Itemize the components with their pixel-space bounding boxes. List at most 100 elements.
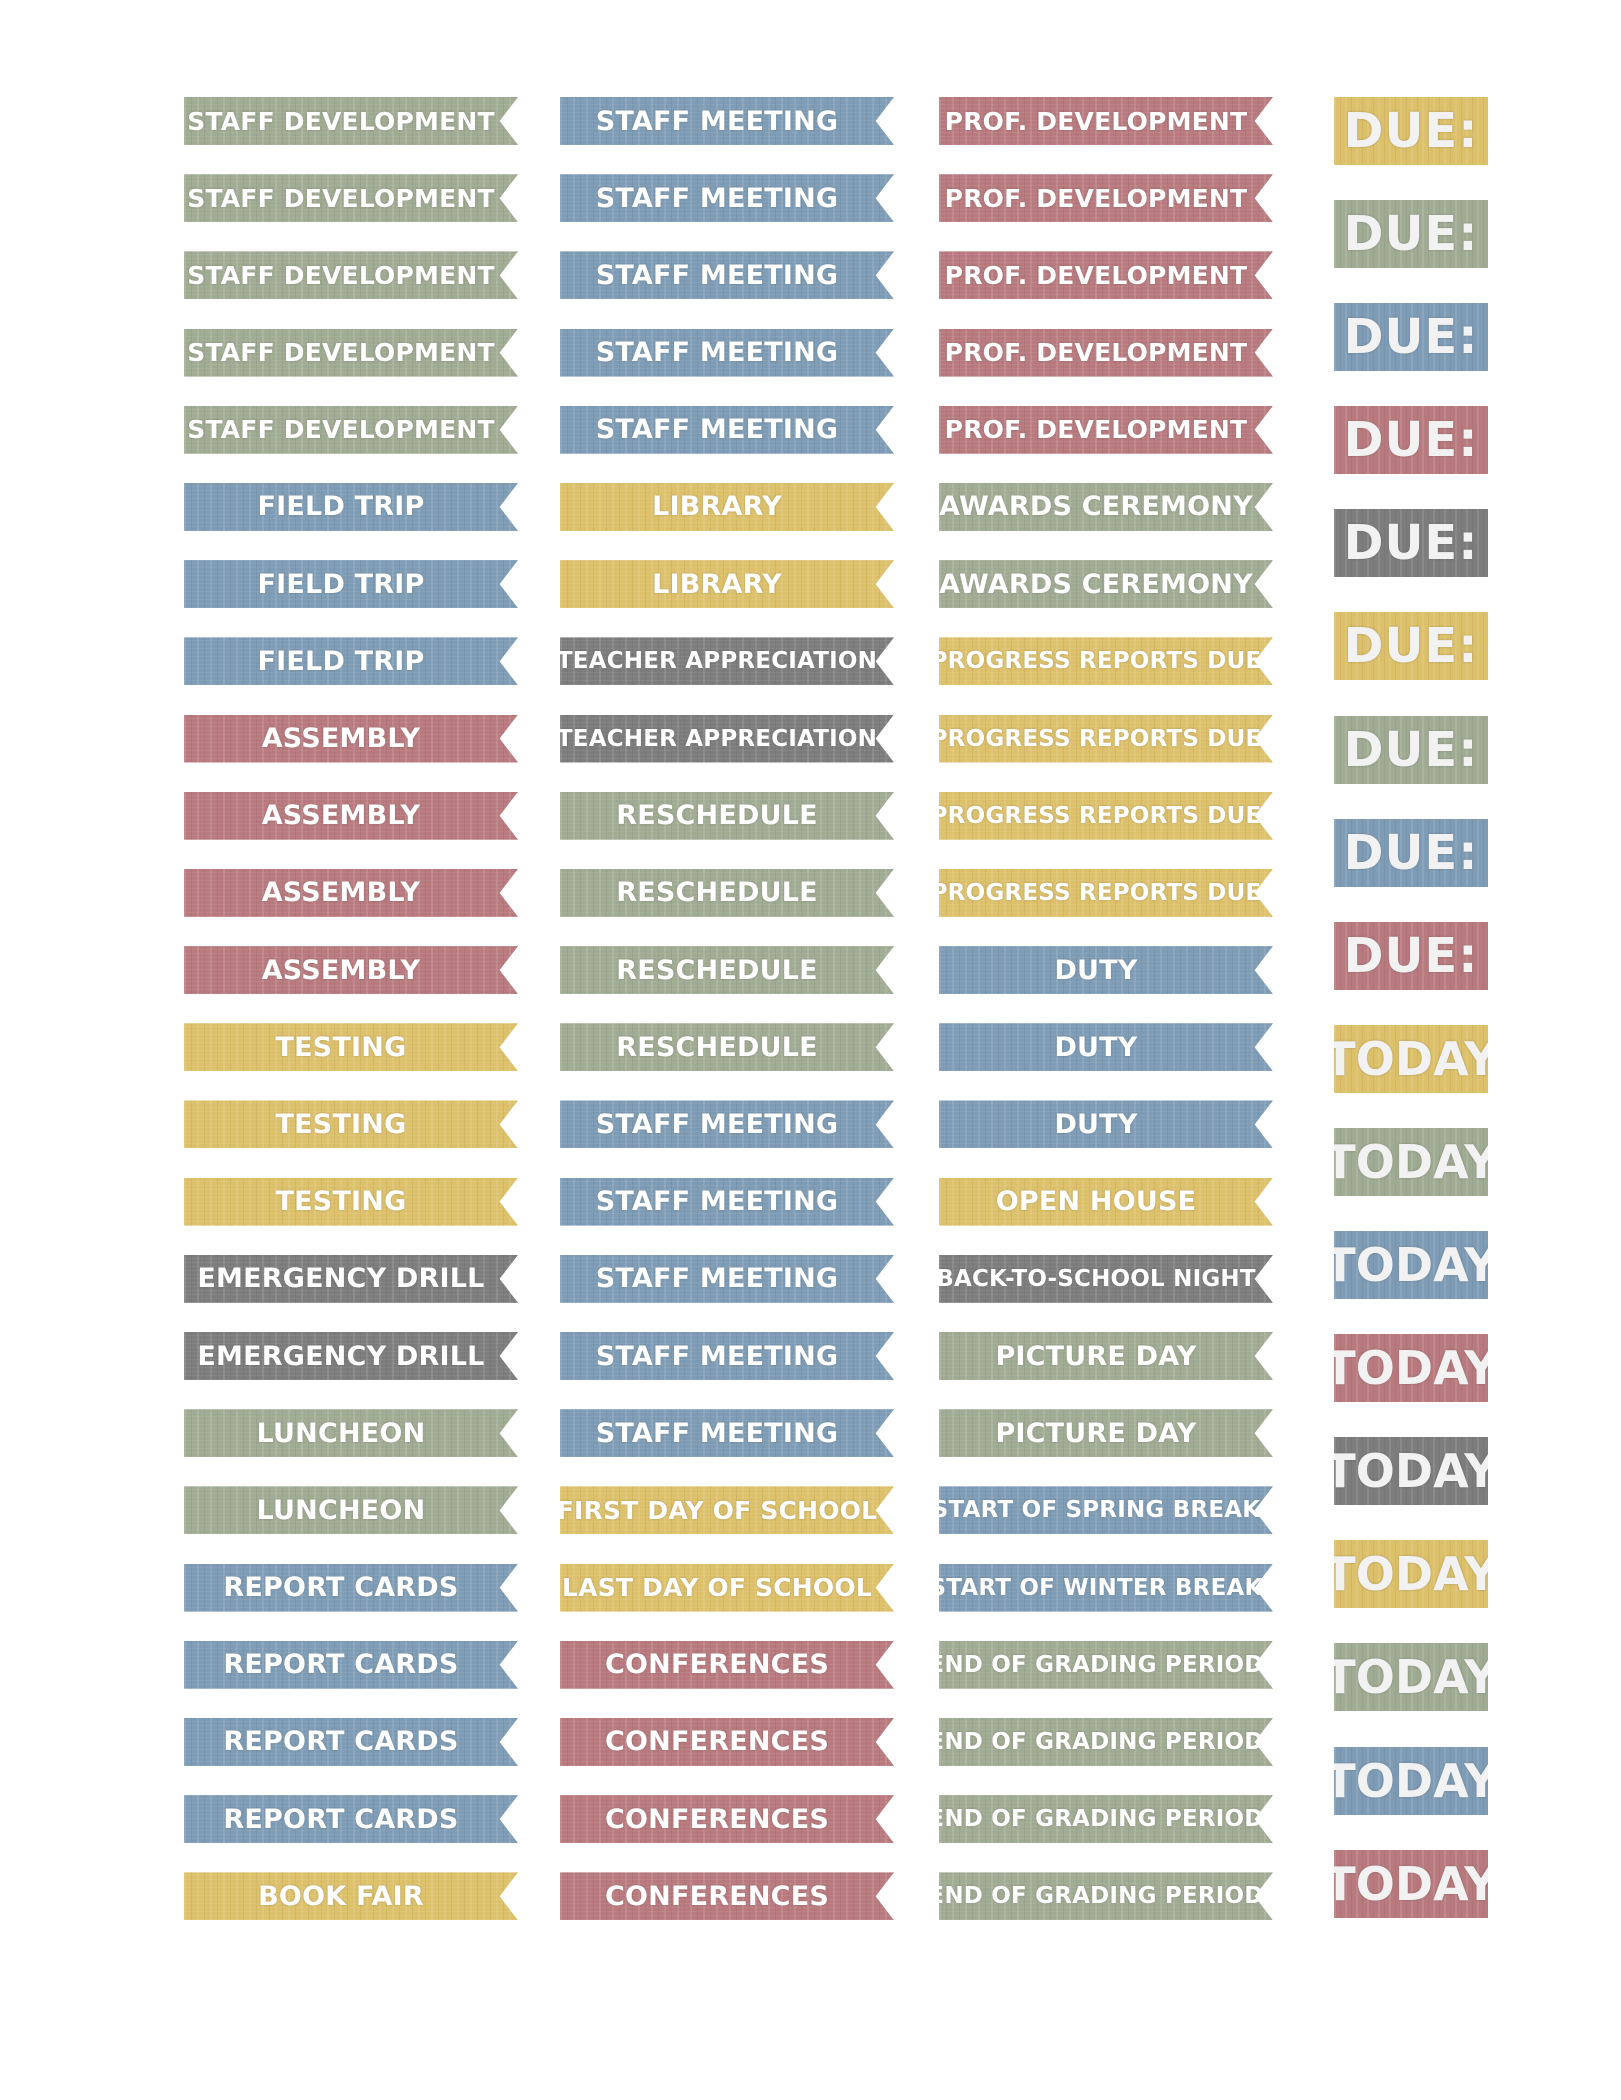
sticker-label: STAFF DEVELOPMENT [187, 106, 495, 136]
sticker-staff-meeting: STAFF MEETING [560, 97, 894, 145]
sticker-label: STAFF MEETING [595, 105, 839, 137]
sticker-label: OPEN HOUSE [995, 1186, 1197, 1218]
sticker-prof-development: PROF. DEVELOPMENT [939, 174, 1273, 223]
sticker-reschedule: RESCHEDULE [560, 1023, 894, 1072]
sticker-label: STAFF DEVELOPMENT [187, 415, 495, 445]
sticker-awards-ceremony: AWARDS CEREMONY [939, 482, 1273, 531]
sticker-label: PROF. DEVELOPMENT [944, 415, 1248, 445]
sticker-label: CONFERENCES [605, 1880, 829, 1912]
sticker-first-day-of-school: FIRST DAY OF SCHOOL [560, 1486, 894, 1535]
tag-due: DUE: [1334, 200, 1488, 269]
sticker-label: START OF SPRING BREAK [939, 1497, 1261, 1524]
sticker-library: LIBRARY [560, 560, 894, 609]
sticker-label: LIBRARY [652, 568, 782, 600]
sticker-duty: DUTY [939, 946, 1273, 995]
sticker-luncheon: LUNCHEON [184, 1409, 518, 1458]
sticker-label: AWARDS CEREMONY [939, 491, 1253, 523]
sticker-label: STAFF MEETING [595, 1108, 839, 1140]
sticker-label: CONFERENCES [605, 1803, 829, 1835]
tag-label: TODAY [1334, 1753, 1488, 1808]
sticker-staff-meeting: STAFF MEETING [560, 328, 894, 377]
sticker-conferences: CONFERENCES [560, 1640, 894, 1689]
tag-due: DUE: [1334, 303, 1488, 372]
sticker-progress-reports-due: PROGRESS REPORTS DUE [939, 714, 1273, 763]
tag-due: DUE: [1334, 612, 1488, 681]
sticker-label: REPORT CARDS [223, 1803, 459, 1835]
sticker-emergency-drill: EMERGENCY DRILL [184, 1254, 518, 1303]
sticker-label: PROGRESS REPORTS DUE [939, 725, 1262, 752]
sticker-label: LUNCHEON [256, 1417, 426, 1449]
tag-label: TODAY [1334, 1856, 1488, 1911]
sticker-staff-meeting: STAFF MEETING [560, 1332, 894, 1380]
sticker-label: FIRST DAY OF SCHOOL [560, 1495, 878, 1525]
sticker-end-of-grading-period: END OF GRADING PERIOD [939, 1640, 1273, 1689]
sticker-label: TEACHER APPRECIATION [560, 725, 878, 752]
sticker-testing: TESTING [184, 1023, 518, 1072]
tag-due: DUE: [1334, 509, 1488, 578]
sticker-testing: TESTING [184, 1177, 518, 1226]
tag-label: DUE: [1343, 618, 1479, 675]
sticker-end-of-grading-period: END OF GRADING PERIOD [939, 1795, 1273, 1844]
sticker-staff-development: STAFF DEVELOPMENT [184, 97, 518, 145]
sticker-label: RESCHEDULE [616, 800, 818, 832]
sticker-field-trip: FIELD TRIP [184, 560, 518, 609]
sticker-conferences: CONFERENCES [560, 1872, 894, 1921]
sticker-staff-meeting: STAFF MEETING [560, 1100, 894, 1149]
sticker-column-1: STAFF DEVELOPMENT STAFF DEVELOPMENT STAFF … [184, 97, 518, 1950]
sticker-label: PROF. DEVELOPMENT [944, 260, 1248, 290]
sticker-label: END OF GRADING PERIOD [939, 1806, 1264, 1833]
sticker-label: STAFF MEETING [595, 1186, 839, 1218]
sticker-label: FIELD TRIP [257, 568, 425, 600]
sticker-assembly: ASSEMBLY [184, 714, 518, 763]
sticker-picture-day: PICTURE DAY [939, 1332, 1273, 1380]
tag-today: TODAY [1334, 1231, 1488, 1300]
tag-today: TODAY [1334, 1437, 1488, 1506]
sticker-label: ASSEMBLY [261, 723, 421, 754]
sticker-assembly: ASSEMBLY [184, 791, 518, 840]
sticker-label: ASSEMBLY [261, 954, 421, 986]
sticker-label: DUTY [1054, 1108, 1138, 1140]
sticker-label: RESCHEDULE [616, 954, 818, 986]
sticker-emergency-drill: EMERGENCY DRILL [184, 1332, 518, 1380]
sticker-staff-meeting: STAFF MEETING [560, 251, 894, 300]
tag-label: TODAY [1334, 1547, 1488, 1602]
tag-label: DUE: [1343, 103, 1479, 159]
sticker-prof-development: PROF. DEVELOPMENT [939, 97, 1273, 145]
sticker-staff-meeting: STAFF MEETING [560, 1254, 894, 1303]
sticker-label: STAFF MEETING [595, 1417, 839, 1449]
tag-label: TODAY [1334, 1650, 1488, 1705]
sticker-duty: DUTY [939, 1023, 1273, 1072]
sticker-label: EMERGENCY DRILL [197, 1263, 485, 1295]
sticker-field-trip: FIELD TRIP [184, 637, 518, 686]
sticker-progress-reports-due: PROGRESS REPORTS DUE [939, 637, 1273, 686]
sticker-last-day-of-school: LAST DAY OF SCHOOL [560, 1563, 894, 1612]
sticker-progress-reports-due: PROGRESS REPORTS DUE [939, 791, 1273, 840]
tag-label: TODAY [1334, 1031, 1488, 1086]
sticker-report-cards: REPORT CARDS [184, 1640, 518, 1689]
sticker-label: PROF. DEVELOPMENT [944, 338, 1248, 368]
sticker-label: BOOK FAIR [258, 1880, 424, 1912]
sticker-label: CONFERENCES [605, 1649, 829, 1681]
sticker-staff-meeting: STAFF MEETING [560, 1177, 894, 1226]
tag-today: TODAY [1334, 1540, 1488, 1609]
sticker-label: RESCHEDULE [616, 1031, 818, 1063]
tag-label: DUE: [1343, 824, 1479, 881]
sticker-open-house: OPEN HOUSE [939, 1177, 1273, 1226]
sticker-column-3: PROF. DEVELOPMENT PROF. DEVELOPMENT PROF. … [939, 97, 1273, 1950]
sticker-luncheon: LUNCHEON [184, 1486, 518, 1535]
sticker-progress-reports-due: PROGRESS REPORTS DUE [939, 868, 1273, 917]
sticker-label: DUTY [1054, 1031, 1138, 1063]
tag-due: DUE: [1334, 715, 1488, 784]
sticker-label: STAFF MEETING [595, 182, 839, 214]
sticker-label: PROGRESS REPORTS DUE [939, 648, 1262, 675]
sticker-reschedule: RESCHEDULE [560, 946, 894, 995]
sticker-column-2: STAFF MEETING STAFF MEETING STAFF MEETING S… [560, 97, 894, 1950]
sticker-label: TESTING [275, 1031, 407, 1063]
tag-label: DUE: [1343, 412, 1479, 469]
sticker-label: REPORT CARDS [223, 1649, 459, 1681]
sticker-label: PROGRESS REPORTS DUE [939, 802, 1262, 829]
sticker-conferences: CONFERENCES [560, 1795, 894, 1844]
sticker-testing: TESTING [184, 1100, 518, 1149]
sticker-label: PICTURE DAY [995, 1417, 1197, 1449]
sticker-label: END OF GRADING PERIOD [939, 1651, 1264, 1678]
